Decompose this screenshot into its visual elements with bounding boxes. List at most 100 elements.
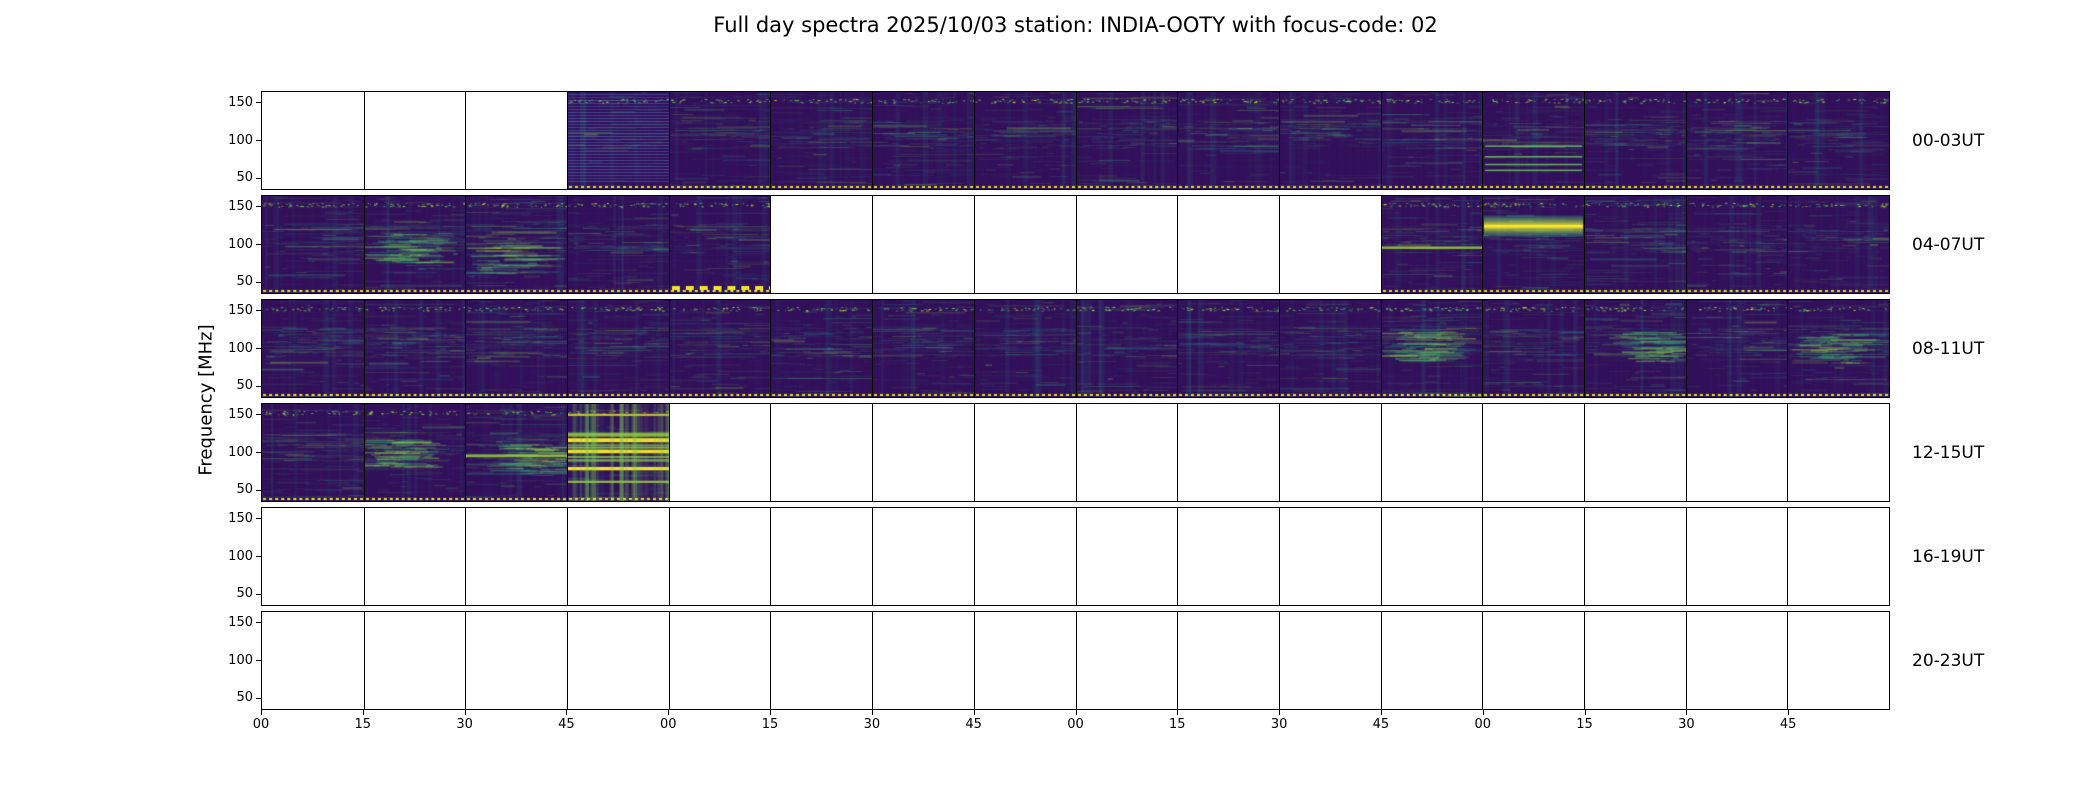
spectra-row-04-07UT	[261, 195, 1890, 294]
spectrogram-canvas	[364, 196, 466, 293]
y-tick-label: 50	[236, 170, 253, 186]
x-tick-label: 30	[1678, 717, 1695, 732]
spectrogram-canvas	[1381, 300, 1483, 397]
y-tick-mark	[256, 518, 261, 520]
spectrogram-panel	[1482, 300, 1584, 397]
spectrogram-canvas	[1178, 300, 1279, 397]
y-tick-mark	[256, 385, 261, 387]
spectrogram-canvas	[1178, 92, 1279, 189]
spectrogram-canvas	[466, 404, 568, 501]
y-tick-label: 150	[228, 614, 253, 630]
spectrogram-canvas	[669, 196, 771, 293]
spectrogram-panel	[1583, 196, 1686, 293]
row-label: 12-15UT	[1912, 442, 1985, 463]
spectra-row-16-19UT	[261, 507, 1890, 606]
spectrogram-panel	[1787, 196, 1889, 293]
empty-panel	[1177, 508, 1279, 605]
empty-panel	[1787, 612, 1889, 709]
spectrogram-canvas	[364, 404, 466, 501]
x-tick-label: 15	[1169, 717, 1186, 732]
spectrogram-canvas	[364, 300, 466, 397]
spectrogram-panel	[567, 92, 669, 189]
empty-panel	[1583, 612, 1686, 709]
spectrogram-canvas	[1483, 300, 1584, 397]
row-label: 16-19UT	[1912, 546, 1985, 567]
spectrogram-panel	[1380, 196, 1483, 293]
empty-panel	[1380, 508, 1483, 605]
spectrogram-panel	[668, 300, 771, 397]
spectrogram-canvas	[1686, 92, 1788, 189]
spectrogram-panel	[973, 300, 1076, 397]
spectrogram-panel	[465, 404, 568, 501]
x-tick-mark	[1075, 710, 1077, 715]
empty-panel	[1177, 612, 1279, 709]
x-tick-label: 00	[1067, 717, 1084, 732]
spectrogram-canvas	[1584, 92, 1686, 189]
empty-panel	[1278, 196, 1381, 293]
empty-panel	[465, 92, 568, 189]
x-tick-mark	[1177, 710, 1179, 715]
spectrogram-canvas	[974, 300, 1076, 397]
y-tick-mark	[256, 348, 261, 349]
spectrogram-panel	[1482, 196, 1584, 293]
spectrogram-panel	[1278, 92, 1381, 189]
x-tick-label: 00	[659, 717, 677, 732]
spectrogram-panel	[262, 196, 364, 293]
y-tick-label: 100	[228, 652, 253, 668]
y-tick-label: 150	[228, 94, 253, 110]
y-tick-label: 100	[228, 548, 253, 564]
empty-panel	[770, 612, 873, 709]
x-tick-label: 45	[1372, 717, 1390, 732]
row-label: 04-07UT	[1912, 234, 1985, 255]
spectrogram-canvas	[1381, 92, 1483, 189]
x-tick-label: 45	[1779, 717, 1797, 732]
y-tick-mark	[256, 244, 261, 245]
y-tick-label: 150	[228, 510, 253, 526]
spectrogram-canvas	[568, 196, 669, 293]
x-tick-mark	[1279, 710, 1281, 715]
y-tick-label: 50	[236, 274, 253, 290]
x-tick-label: 45	[965, 717, 982, 732]
empty-panel	[668, 612, 771, 709]
x-tick-mark	[464, 710, 466, 715]
spectrogram-canvas	[568, 92, 669, 189]
spectrogram-panel	[465, 300, 568, 397]
spectrogram-panel	[363, 300, 466, 397]
x-tick-mark	[770, 710, 772, 715]
spectrogram-canvas	[1279, 300, 1381, 397]
empty-panel	[872, 196, 974, 293]
empty-panel	[1482, 508, 1584, 605]
spectra-row-08-11UT	[261, 299, 1890, 398]
empty-panel	[1482, 404, 1584, 501]
spectrogram-canvas	[1381, 196, 1483, 293]
empty-panel	[872, 508, 974, 605]
x-tick-mark	[1788, 710, 1790, 715]
spectra-row-00-03UT	[261, 91, 1890, 190]
spectrogram-canvas	[1076, 300, 1178, 397]
x-tick-mark	[1380, 710, 1382, 715]
spectrogram-panel	[872, 92, 974, 189]
empty-panel	[363, 92, 466, 189]
spectrogram-panel	[567, 404, 669, 501]
x-tick-mark	[871, 710, 873, 715]
y-tick-label: 50	[236, 690, 253, 706]
empty-panel	[262, 92, 364, 189]
y-tick-mark	[256, 697, 261, 699]
spectrogram-panel	[973, 92, 1076, 189]
x-tick-mark	[1686, 710, 1688, 715]
empty-panel	[1380, 404, 1483, 501]
y-tick-label: 150	[228, 406, 253, 422]
spectrogram-panel	[567, 196, 669, 293]
spectrogram-panel	[1380, 300, 1483, 397]
spectrogram-panel	[1583, 92, 1686, 189]
spectrogram-canvas	[1483, 196, 1584, 293]
empty-panel	[1075, 508, 1178, 605]
empty-panel	[1177, 196, 1279, 293]
empty-panel	[1482, 612, 1584, 709]
empty-panel	[1787, 404, 1889, 501]
spectrogram-canvas	[1788, 92, 1889, 189]
empty-panel	[1075, 404, 1178, 501]
empty-panel	[465, 508, 568, 605]
spectrogram-panel	[1787, 300, 1889, 397]
